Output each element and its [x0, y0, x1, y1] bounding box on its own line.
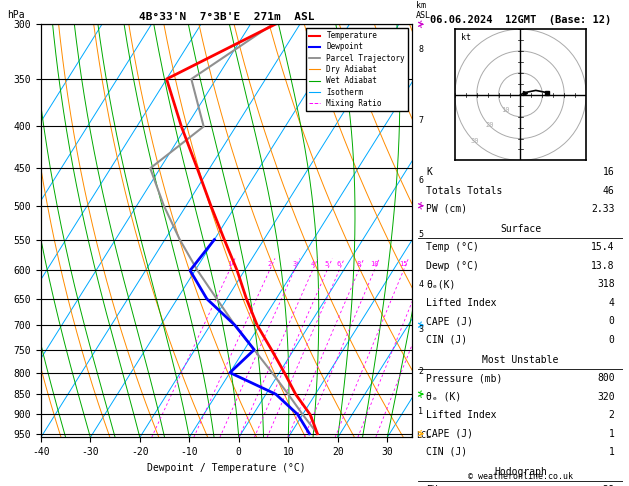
Text: 46: 46 — [603, 186, 615, 195]
Text: 1: 1 — [227, 261, 231, 267]
Text: Lifted Index: Lifted Index — [426, 298, 497, 308]
Text: Totals Totals: Totals Totals — [426, 186, 503, 195]
Text: Pressure (mb): Pressure (mb) — [426, 373, 503, 383]
Text: LCL: LCL — [416, 431, 431, 440]
Text: 4: 4 — [609, 298, 615, 308]
Text: CAPE (J): CAPE (J) — [426, 316, 474, 326]
Text: 6: 6 — [337, 261, 342, 267]
Text: θₑ (K): θₑ (K) — [426, 392, 462, 401]
Text: 4: 4 — [310, 261, 314, 267]
Text: © weatheronline.co.uk: © weatheronline.co.uk — [468, 472, 573, 481]
Text: Lifted Index: Lifted Index — [426, 410, 497, 420]
Text: 2.33: 2.33 — [591, 204, 615, 214]
Text: 2: 2 — [267, 261, 272, 267]
Text: 3: 3 — [292, 261, 296, 267]
Text: 16: 16 — [603, 167, 615, 177]
Text: K: K — [426, 167, 432, 177]
Text: PW (cm): PW (cm) — [426, 204, 467, 214]
Text: Most Unstable: Most Unstable — [482, 355, 559, 364]
Text: 15.4: 15.4 — [591, 243, 615, 252]
Text: kt: kt — [462, 33, 472, 42]
Text: 0: 0 — [609, 316, 615, 326]
Text: 0: 0 — [609, 335, 615, 345]
Text: CIN (J): CIN (J) — [426, 447, 467, 457]
Text: θₑ(K): θₑ(K) — [426, 279, 456, 289]
Text: 318: 318 — [597, 279, 615, 289]
Text: 30: 30 — [470, 138, 479, 144]
Text: Surface: Surface — [500, 224, 541, 234]
Text: 10: 10 — [501, 107, 509, 113]
Text: 1: 1 — [609, 447, 615, 457]
Text: 800: 800 — [597, 373, 615, 383]
Text: 20: 20 — [486, 122, 494, 128]
Text: 8: 8 — [357, 261, 361, 267]
Text: 1: 1 — [609, 429, 615, 438]
Text: CIN (J): CIN (J) — [426, 335, 467, 345]
Text: 10: 10 — [370, 261, 379, 267]
Text: 13.8: 13.8 — [591, 261, 615, 271]
Text: 06.06.2024  12GMT  (Base: 12): 06.06.2024 12GMT (Base: 12) — [430, 15, 611, 25]
Text: CAPE (J): CAPE (J) — [426, 429, 474, 438]
Text: 2: 2 — [609, 410, 615, 420]
Text: 15: 15 — [399, 261, 408, 267]
Text: Dewp (°C): Dewp (°C) — [426, 261, 479, 271]
Text: Temp (°C): Temp (°C) — [426, 243, 479, 252]
Text: hPa: hPa — [8, 10, 25, 20]
Text: 320: 320 — [597, 392, 615, 401]
Title: 4B°33'N  7°3B'E  271m  ASL: 4B°33'N 7°3B'E 271m ASL — [138, 12, 314, 22]
Text: km
ASL: km ASL — [416, 1, 431, 20]
Text: Hodograph: Hodograph — [494, 467, 547, 477]
X-axis label: Dewpoint / Temperature (°C): Dewpoint / Temperature (°C) — [147, 463, 306, 473]
Legend: Temperature, Dewpoint, Parcel Trajectory, Dry Adiabat, Wet Adiabat, Isotherm, Mi: Temperature, Dewpoint, Parcel Trajectory… — [306, 28, 408, 111]
Text: 5: 5 — [325, 261, 329, 267]
